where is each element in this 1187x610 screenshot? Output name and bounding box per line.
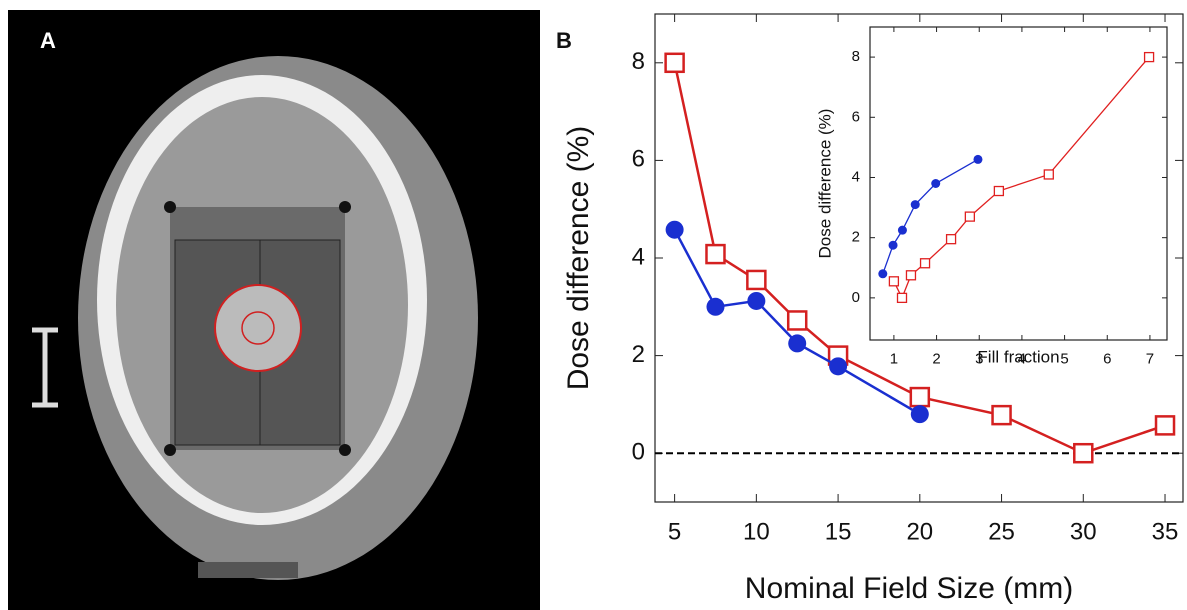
marker xyxy=(897,225,907,235)
target-ring xyxy=(214,284,302,372)
y-axis-label: Dose difference (%) xyxy=(815,109,834,259)
plot-frame xyxy=(869,26,1168,341)
marker xyxy=(705,243,726,265)
x-tick-label: 35 xyxy=(1152,519,1179,546)
x-tick-label: 6 xyxy=(1103,350,1111,367)
y-tick-label: 4 xyxy=(632,243,645,270)
marker xyxy=(945,234,957,245)
marker xyxy=(664,52,685,74)
fiducial xyxy=(164,201,176,213)
fiducial xyxy=(339,201,351,213)
x-tick-label: 10 xyxy=(743,519,770,546)
x-tick-label: 7 xyxy=(1146,350,1154,367)
marker xyxy=(1143,51,1155,63)
series-line xyxy=(882,158,979,275)
marker xyxy=(1073,442,1094,464)
marker xyxy=(993,185,1005,197)
x-axis-label: Fill fraction xyxy=(977,347,1059,366)
y-tick-label: 4 xyxy=(852,168,860,185)
fiducial xyxy=(339,444,351,456)
panel-label: B xyxy=(556,28,572,53)
y-tick-label: 0 xyxy=(632,439,645,466)
marker xyxy=(888,276,900,287)
marker xyxy=(919,258,931,269)
x-tick-label: 3 xyxy=(975,350,983,367)
y-tick-label: 2 xyxy=(852,229,860,246)
y-tick-label: 8 xyxy=(852,48,860,65)
marker xyxy=(931,179,941,188)
fiducial xyxy=(164,444,176,456)
table-bar xyxy=(198,562,298,578)
marker xyxy=(878,269,888,279)
x-tick-label: 15 xyxy=(825,519,852,546)
y-tick-label: 6 xyxy=(852,108,860,125)
marker xyxy=(905,270,917,281)
ct-image xyxy=(8,10,540,610)
x-tick-label: 20 xyxy=(906,519,933,546)
marker xyxy=(896,292,908,304)
x-tick-label: 25 xyxy=(988,519,1015,546)
marker xyxy=(746,269,767,291)
x-tick-label: 4 xyxy=(1018,350,1026,367)
marker xyxy=(888,240,898,250)
series-line xyxy=(673,229,921,416)
y-tick-label: 8 xyxy=(632,48,645,75)
y-tick-label: 0 xyxy=(852,289,860,306)
marker xyxy=(1154,415,1176,436)
x-tick-label: 1 xyxy=(890,350,898,367)
marker xyxy=(910,200,920,210)
marker xyxy=(1043,169,1054,180)
x-tick-label: 30 xyxy=(1070,519,1097,546)
x-tick-label: 2 xyxy=(932,350,940,367)
y-tick-label: 6 xyxy=(632,146,645,173)
marker xyxy=(973,154,983,164)
y-axis-label: Dose difference (%) xyxy=(562,126,595,391)
marker xyxy=(747,291,766,310)
marker xyxy=(788,334,807,353)
marker xyxy=(706,297,725,316)
marker xyxy=(964,211,976,222)
marker xyxy=(786,310,808,331)
target-inner xyxy=(241,311,275,345)
y-tick-label: 2 xyxy=(632,341,645,368)
scale-marker xyxy=(32,327,58,408)
x-tick-label: 5 xyxy=(668,519,681,546)
marker xyxy=(665,220,684,239)
panel-label: A xyxy=(40,28,56,53)
x-axis-label: Nominal Field Size (mm) xyxy=(745,572,1073,605)
marker xyxy=(991,404,1012,426)
marker xyxy=(909,386,931,408)
x-tick-label: 5 xyxy=(1060,350,1068,367)
marker xyxy=(910,405,929,424)
inset-background xyxy=(870,27,1167,340)
marker xyxy=(829,357,848,376)
